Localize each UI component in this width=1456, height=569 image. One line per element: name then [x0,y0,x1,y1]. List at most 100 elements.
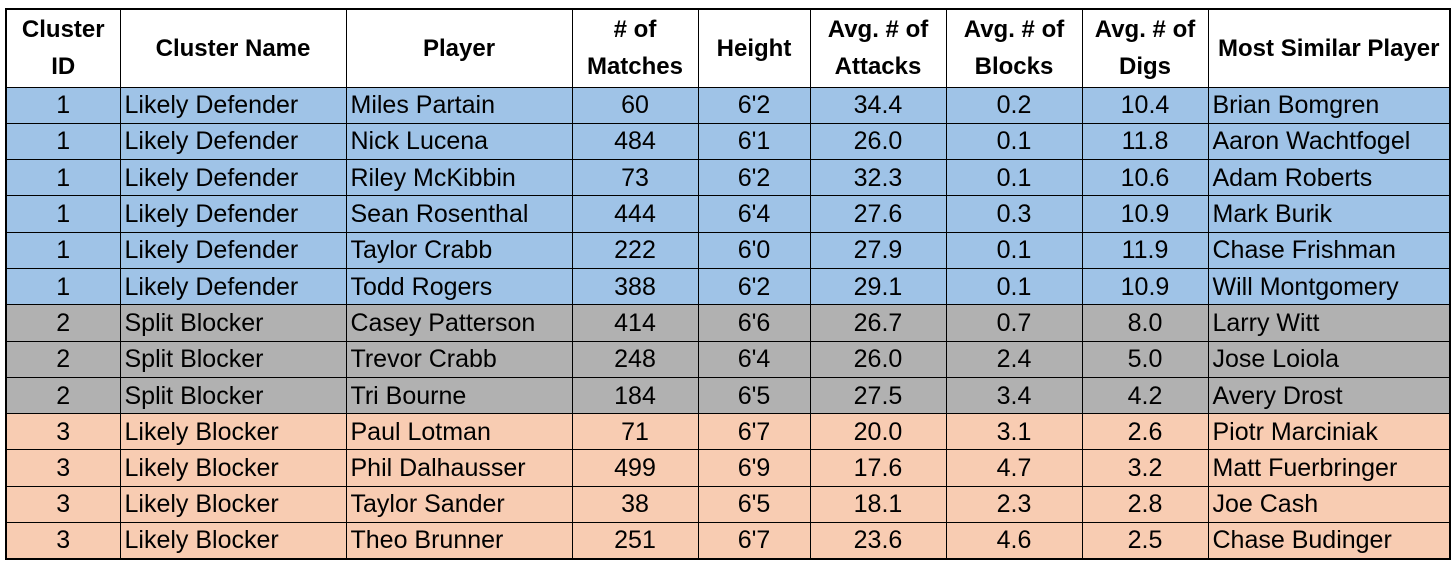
table-cell: Matt Fuerbringer [1207,449,1451,487]
table-cell: 6'5 [697,485,811,524]
table-cell: 1 [5,159,121,197]
table-cell: 6'9 [697,449,811,487]
table-cell: 6'1 [697,122,811,161]
table-cell: 0.3 [945,195,1083,233]
table-cell: 6'2 [697,86,811,124]
table-cell: Phil Dalhausser [345,449,573,487]
table-row: 2 Split Blocker Tri Bourne 184 6'5 27.5 3.4 4.2… [5,376,1451,415]
column-header: Cluster Name [119,8,347,88]
table-row: 1 Likely Defender Sean Rosenthal 444 6'4 27.6… [5,195,1451,233]
table-cell: Mark Burik [1207,195,1451,233]
table-cell: 6'2 [697,267,811,306]
table-cell: 11.8 [1081,122,1209,161]
table-cell: 2 [5,376,121,415]
column-header: # of Matches [571,8,699,88]
table-cell: Aaron Wachtfogel [1207,122,1451,161]
column-header: Most Similar Player [1207,8,1451,88]
table-cell: Paul Lotman [345,413,573,451]
table-cell: Chase Budinger [1207,522,1451,560]
table-cell: 23.6 [809,522,947,560]
table-cell: Trevor Crabb [345,340,573,378]
table-cell: Likely Blocker [119,522,347,560]
table-row: 3 Likely Blocker Taylor Sander 38 6'5 18.1 2.3… [5,485,1451,524]
table-row: 1 Likely Defender Nick Lucena 484 6'1 26.0 0.1… [5,122,1451,161]
table-row: 1 Likely Defender Taylor Crabb 222 6'0 27.9 0.… [5,231,1451,269]
column-header: Avg. # of Blocks [945,8,1083,88]
table-cell: Likely Blocker [119,413,347,451]
table-cell: Split Blocker [119,304,347,342]
table-cell: 0.1 [945,122,1083,161]
table-cell: 6'4 [697,195,811,233]
table-cell: Piotr Marciniak [1207,413,1451,451]
column-header: Cluster ID [5,8,121,88]
table-cell: 10.6 [1081,159,1209,197]
table-cell: Nick Lucena [345,122,573,161]
table-cell: 26.0 [809,340,947,378]
table-cell: 3.4 [945,376,1083,415]
table-cell: Will Montgomery [1207,267,1451,306]
table-cell: Joe Cash [1207,485,1451,524]
table-cell: 6'6 [697,304,811,342]
table-cell: 6'0 [697,231,811,269]
table-cell: Adam Roberts [1207,159,1451,197]
table-cell: 388 [571,267,699,306]
table-cell: 251 [571,522,699,560]
table-cell: 499 [571,449,699,487]
player-cluster-table: Cluster ID Cluster Name Player # of Matches… [5,8,1451,560]
table-cell: Split Blocker [119,376,347,415]
table-cell: 3.1 [945,413,1083,451]
table-cell: Riley McKibbin [345,159,573,197]
table-cell: Taylor Sander [345,485,573,524]
table-cell: 8.0 [1081,304,1209,342]
table-row: 3 Likely Blocker Theo Brunner 251 6'7 23.6 4.6… [5,522,1451,560]
table-cell: Likely Blocker [119,485,347,524]
table-cell: 3 [5,449,121,487]
table-row: 1 Likely Defender Todd Rogers 388 6'2 29.1 0.1… [5,267,1451,306]
table-cell: 6'5 [697,376,811,415]
table-cell: Likely Defender [119,122,347,161]
table-cell: 26.0 [809,122,947,161]
table-cell: 26.7 [809,304,947,342]
column-header: Height [697,8,811,88]
table-cell: 6'2 [697,159,811,197]
table-cell: 0.1 [945,159,1083,197]
table-cell: Likely Defender [119,86,347,124]
table-cell: 1 [5,195,121,233]
table-cell: Miles Partain [345,86,573,124]
table-cell: 1 [5,267,121,306]
table-cell: 4.2 [1081,376,1209,415]
column-header: Avg. # of Digs [1081,8,1209,88]
table-cell: 1 [5,231,121,269]
table-cell: Likely Defender [119,231,347,269]
table-cell: 27.6 [809,195,947,233]
table-cell: 27.9 [809,231,947,269]
table-cell: 0.1 [945,231,1083,269]
table-cell: 11.9 [1081,231,1209,269]
table-cell: 2.6 [1081,413,1209,451]
table-cell: 3.2 [1081,449,1209,487]
table-cell: 414 [571,304,699,342]
table-cell: 38 [571,485,699,524]
table-cell: Likely Defender [119,267,347,306]
table-cell: 3 [5,413,121,451]
table-cell: Likely Defender [119,159,347,197]
table-cell: 73 [571,159,699,197]
table-cell: 184 [571,376,699,415]
table-cell: Taylor Crabb [345,231,573,269]
table-cell: 2.5 [1081,522,1209,560]
table-cell: Todd Rogers [345,267,573,306]
table-cell: Jose Loiola [1207,340,1451,378]
table-cell: 20.0 [809,413,947,451]
table-cell: Theo Brunner [345,522,573,560]
table-cell: 60 [571,86,699,124]
table-cell: 6'4 [697,340,811,378]
table-cell: 484 [571,122,699,161]
table-cell: Larry Witt [1207,304,1451,342]
table-cell: Casey Patterson [345,304,573,342]
table-row: 2 Split Blocker Casey Patterson 414 6'6 26.7 0… [5,304,1451,342]
table-cell: Avery Drost [1207,376,1451,415]
table-cell: 2.8 [1081,485,1209,524]
table-cell: 5.0 [1081,340,1209,378]
table-row: 1 Likely Defender Riley McKibbin 73 6'2 32.3 0… [5,159,1451,197]
table-cell: 6'7 [697,413,811,451]
